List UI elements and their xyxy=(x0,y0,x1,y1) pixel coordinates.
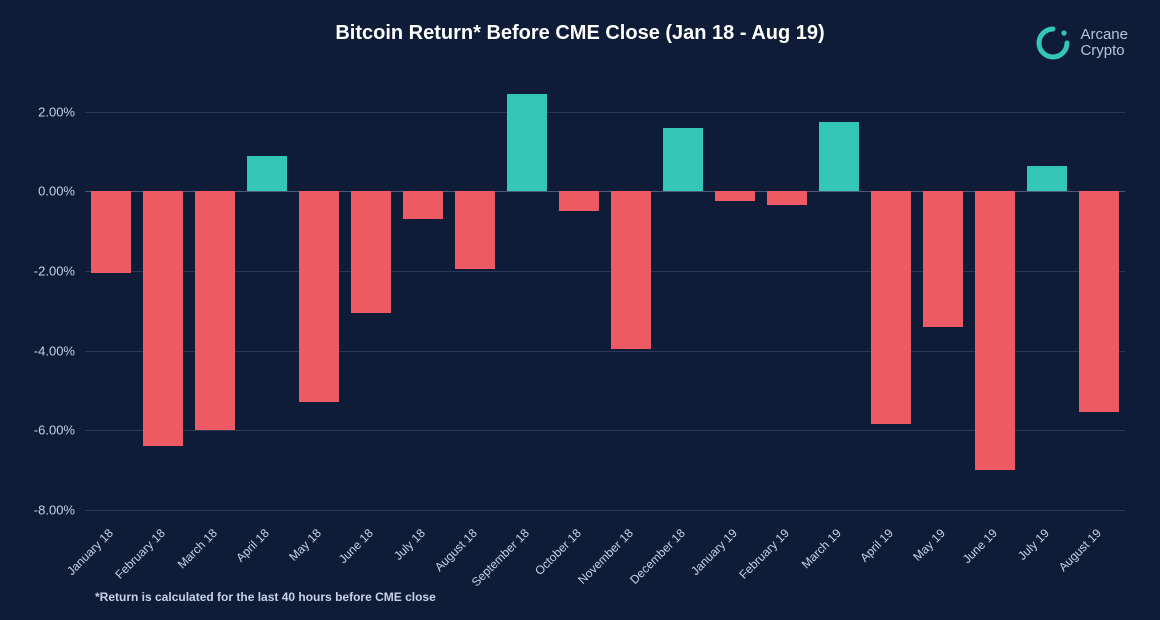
bar xyxy=(923,191,964,326)
plot-area: -8.00%-6.00%-4.00%-2.00%0.00%2.00%Januar… xyxy=(85,80,1125,510)
y-axis-label: -8.00% xyxy=(15,503,75,518)
bar xyxy=(403,191,444,219)
y-axis-label: -6.00% xyxy=(15,423,75,438)
y-axis-label: -2.00% xyxy=(15,264,75,279)
gridline xyxy=(85,430,1125,431)
chart-title: Bitcoin Return* Before CME Close (Jan 18… xyxy=(0,22,1160,45)
chart-container: Bitcoin Return* Before CME Close (Jan 18… xyxy=(0,0,1160,620)
brand-logo: Arcane Crypto xyxy=(1036,26,1128,60)
chart-footnote: *Return is calculated for the last 40 ho… xyxy=(95,590,436,604)
bar xyxy=(715,191,756,201)
bar xyxy=(507,94,548,192)
logo-line1: Arcane xyxy=(1080,27,1128,43)
gridline xyxy=(85,112,1125,113)
bar xyxy=(871,191,912,424)
bar xyxy=(975,191,1016,470)
bar xyxy=(767,191,808,205)
bar xyxy=(299,191,340,402)
bar xyxy=(1079,191,1120,412)
bar xyxy=(143,191,184,446)
bar xyxy=(559,191,600,211)
bar xyxy=(663,128,704,192)
y-axis-label: 2.00% xyxy=(15,104,75,119)
logo-mark-icon xyxy=(1036,26,1070,60)
logo-text: Arcane Crypto xyxy=(1080,27,1128,59)
bar xyxy=(455,191,496,269)
bar xyxy=(91,191,132,273)
bar xyxy=(247,156,288,192)
y-axis-label: -4.00% xyxy=(15,343,75,358)
logo-line2: Crypto xyxy=(1080,43,1128,59)
gridline xyxy=(85,271,1125,272)
gridline xyxy=(85,191,1125,192)
bar xyxy=(1027,166,1068,192)
y-axis-label: 0.00% xyxy=(15,184,75,199)
gridline xyxy=(85,510,1125,511)
bar xyxy=(611,191,652,348)
gridline xyxy=(85,351,1125,352)
bar xyxy=(819,122,860,192)
bar xyxy=(351,191,392,312)
bar xyxy=(195,191,236,430)
